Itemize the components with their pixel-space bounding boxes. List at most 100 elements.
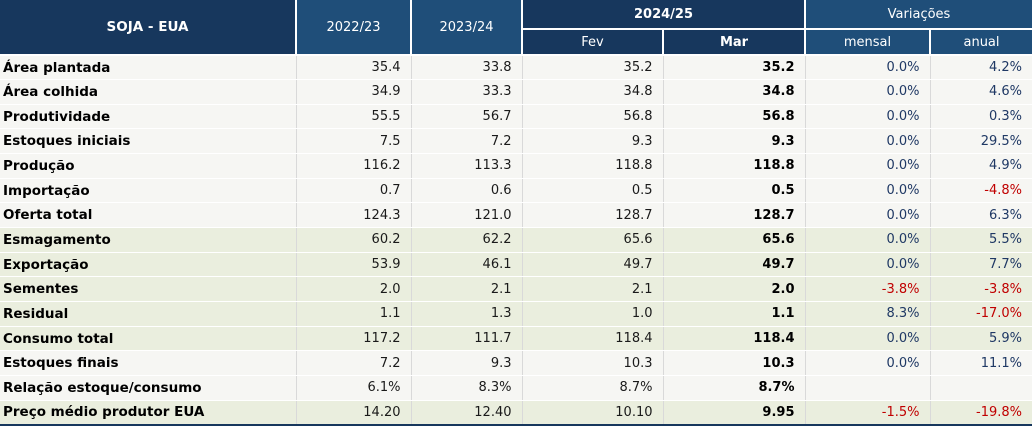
cell-var-anual: 11.1%: [930, 350, 1032, 377]
cell-fev: 49.7: [522, 252, 664, 278]
cell-2023-24: 62.2: [411, 227, 523, 253]
column-header-mar: Mar: [663, 29, 806, 56]
cell-var-mensal: 0.0%: [805, 326, 931, 352]
cell-mar: 0.5: [663, 178, 806, 204]
cell-fev: 118.4: [522, 326, 664, 352]
table-title: SOJA - EUA: [0, 0, 297, 56]
cell-var-mensal: 0.0%: [805, 202, 931, 229]
cell-fev: 2.1: [522, 276, 664, 303]
row-label: Oferta total: [0, 202, 297, 229]
cell-var-anual: 4.2%: [930, 55, 1032, 81]
column-group-variations: Variações: [805, 0, 1032, 30]
table-row: Relação estoque/consumo 6.1% 8.3% 8.7% 8.7%: [0, 375, 1032, 401]
cell-mar: 10.3: [663, 350, 806, 377]
cell-mar: 9.95: [663, 400, 806, 426]
cell-var-mensal: 8.3%: [805, 301, 931, 327]
cell-2022-23: 116.2: [296, 153, 412, 179]
table-row: Estoques finais 7.2 9.3 10.3 10.3 0.0% 11.1%: [0, 350, 1032, 377]
row-label: Área colhida: [0, 79, 297, 105]
table-row: Produtividade 55.5 56.7 56.8 56.8 0.0% 0.3%: [0, 104, 1032, 130]
table-row: Sementes 2.0 2.1 2.1 2.0 -3.8% -3.8%: [0, 276, 1032, 303]
cell-fev: 0.5: [522, 178, 664, 204]
cell-mar: 118.8: [663, 153, 806, 179]
cell-var-mensal: -1.5%: [805, 400, 931, 426]
table-row: Preço médio produtor EUA 14.20 12.40 10.10 9…: [0, 400, 1032, 426]
cell-fev: 118.8: [522, 153, 664, 179]
cell-2022-23: 2.0: [296, 276, 412, 303]
cell-fev: 9.3: [522, 128, 664, 155]
cell-var-mensal: 0.0%: [805, 178, 931, 204]
cell-mar: 128.7: [663, 202, 806, 229]
table-row: Esmagamento 60.2 62.2 65.6 65.6 0.0% 5.5%: [0, 227, 1032, 253]
column-header-2022-23: 2022/23: [296, 0, 412, 56]
row-label: Exportação: [0, 252, 297, 278]
cell-fev: 65.6: [522, 227, 664, 253]
cell-var-mensal: -3.8%: [805, 276, 931, 303]
cell-2022-23: 1.1: [296, 301, 412, 327]
cell-var-anual: -4.8%: [930, 178, 1032, 204]
cell-var-mensal: 0.0%: [805, 252, 931, 278]
cell-var-anual: [930, 375, 1032, 401]
cell-mar: 9.3: [663, 128, 806, 155]
cell-var-mensal: 0.0%: [805, 153, 931, 179]
cell-var-mensal: 0.0%: [805, 350, 931, 377]
table-row: Produção 116.2 113.3 118.8 118.8 0.0% 4.9%: [0, 153, 1032, 179]
row-label: Produtividade: [0, 104, 297, 130]
table-row: Residual 1.1 1.3 1.0 1.1 8.3% -17.0%: [0, 301, 1032, 327]
row-label: Estoques finais: [0, 350, 297, 377]
cell-2023-24: 56.7: [411, 104, 523, 130]
cell-2022-23: 7.5: [296, 128, 412, 155]
cell-fev: 1.0: [522, 301, 664, 327]
cell-mar: 1.1: [663, 301, 806, 327]
row-label: Área plantada: [0, 55, 297, 81]
cell-2022-23: 35.4: [296, 55, 412, 81]
table-row: Consumo total 117.2 111.7 118.4 118.4 0.0% 5.9…: [0, 326, 1032, 352]
cell-2023-24: 8.3%: [411, 375, 523, 401]
cell-mar: 34.8: [663, 79, 806, 105]
cell-2022-23: 34.9: [296, 79, 412, 105]
column-header-anual: anual: [930, 29, 1032, 56]
cell-2022-23: 0.7: [296, 178, 412, 204]
cell-var-anual: 4.9%: [930, 153, 1032, 179]
cell-2023-24: 0.6: [411, 178, 523, 204]
cell-mar: 118.4: [663, 326, 806, 352]
cell-2022-23: 55.5: [296, 104, 412, 130]
cell-2022-23: 117.2: [296, 326, 412, 352]
cell-fev: 35.2: [522, 55, 664, 81]
cell-var-mensal: 0.0%: [805, 79, 931, 105]
cell-2023-24: 111.7: [411, 326, 523, 352]
cell-2023-24: 9.3: [411, 350, 523, 377]
cell-2022-23: 7.2: [296, 350, 412, 377]
cell-2023-24: 33.3: [411, 79, 523, 105]
table-row: Oferta total 124.3 121.0 128.7 128.7 0.0% 6.3%: [0, 202, 1032, 229]
cell-mar: 56.8: [663, 104, 806, 130]
cell-2023-24: 2.1: [411, 276, 523, 303]
cell-fev: 128.7: [522, 202, 664, 229]
table-row: Importação 0.7 0.6 0.5 0.5 0.0% -4.8%: [0, 178, 1032, 204]
cell-2022-23: 124.3: [296, 202, 412, 229]
cell-var-anual: -19.8%: [930, 400, 1032, 426]
cell-2022-23: 6.1%: [296, 375, 412, 401]
cell-fev: 10.3: [522, 350, 664, 377]
cell-fev: 56.8: [522, 104, 664, 130]
cell-mar: 65.6: [663, 227, 806, 253]
cell-var-anual: -3.8%: [930, 276, 1032, 303]
cell-fev: 8.7%: [522, 375, 664, 401]
cell-2023-24: 121.0: [411, 202, 523, 229]
row-label: Residual: [0, 301, 297, 327]
row-label: Preço médio produtor EUA: [0, 400, 297, 426]
row-label: Sementes: [0, 276, 297, 303]
cell-2022-23: 60.2: [296, 227, 412, 253]
column-header-mensal: mensal: [805, 29, 931, 56]
row-label: Produção: [0, 153, 297, 179]
table-row: Estoques iniciais 7.5 7.2 9.3 9.3 0.0% 29.5%: [0, 128, 1032, 155]
cell-2023-24: 7.2: [411, 128, 523, 155]
cell-2023-24: 33.8: [411, 55, 523, 81]
row-label: Importação: [0, 178, 297, 204]
cell-mar: 2.0: [663, 276, 806, 303]
table-row: Área plantada 35.4 33.8 35.2 35.2 0.0% 4.2%: [0, 55, 1032, 81]
column-header-fev: Fev: [522, 29, 664, 56]
row-label: Consumo total: [0, 326, 297, 352]
